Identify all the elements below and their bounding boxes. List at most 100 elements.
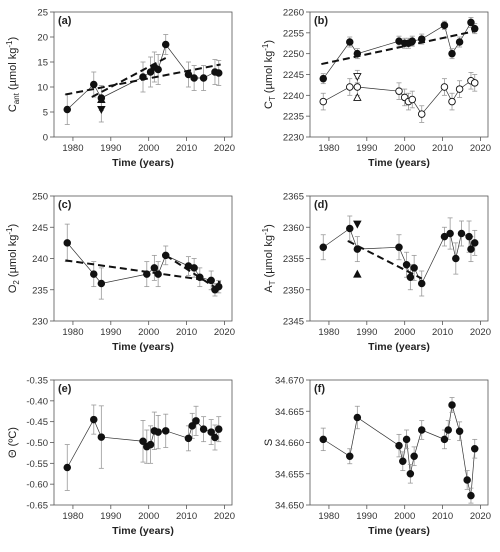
chart-panel-b: 1980 1990 2000 2010 2020 2230 2235 2240 2245 2250… [261, 8, 491, 170]
x-tick-label: 2000 [394, 511, 415, 522]
x-tick-label: 2020 [470, 143, 491, 154]
y-tick-label: 34.650 [275, 501, 304, 512]
data-point [90, 80, 98, 89]
y-axis-label: Θ (ºC) [7, 427, 19, 458]
y-tick-label: 34.655 [275, 469, 304, 480]
data-point [353, 245, 362, 253]
plot-area-frame [309, 11, 489, 138]
y-tick-label: -0.40 [26, 396, 48, 407]
data-point [470, 79, 479, 87]
data-point [63, 239, 72, 247]
y-tick-label: 2255 [283, 28, 304, 39]
y-tick-label: 245 [32, 223, 48, 234]
y-tick-label: 2345 [283, 317, 304, 328]
y-tick-label: 2350 [283, 285, 304, 296]
data-point [448, 401, 456, 409]
x-tick-label: 2000 [138, 143, 159, 154]
data-point [353, 49, 362, 58]
data-point [346, 452, 354, 461]
y-tick-label: 2235 [283, 112, 304, 123]
y-tick-label: -0.50 [26, 438, 48, 449]
x-tick-label: 2020 [214, 143, 235, 154]
data-point [446, 229, 454, 238]
panel-label: (e) [58, 383, 72, 395]
series-line-0 [323, 404, 476, 496]
y-tick-label: -0.60 [26, 480, 48, 491]
y-tick-label: 34.660 [275, 438, 304, 449]
trend-line-1 [165, 254, 222, 292]
data-point [457, 229, 466, 238]
data-point [319, 435, 328, 444]
x-tick-label: 2010 [176, 327, 197, 338]
data-point [90, 270, 98, 278]
y-tick-label: 25 [37, 8, 48, 19]
data-point [417, 426, 426, 434]
data-point [150, 264, 159, 272]
y-axis-label: O2 (µmol kg-1) [5, 224, 21, 293]
x-axis-label: Time (years) [368, 341, 430, 353]
data-point [452, 254, 460, 263]
data-point [139, 437, 147, 446]
plot-area-frame [53, 11, 233, 138]
y-tick-label: -0.35 [26, 376, 48, 387]
data-point [161, 251, 170, 260]
data-point [161, 427, 170, 435]
trend-line-0 [321, 29, 477, 66]
data-point [196, 273, 204, 282]
data-point [467, 245, 475, 253]
data-point [90, 415, 98, 424]
data-point [190, 74, 198, 82]
x-tick-label: 2000 [394, 327, 415, 338]
data-point [63, 105, 72, 114]
data-point [319, 97, 328, 106]
y-tick-label: 2355 [283, 254, 304, 265]
panel-label: (b) [314, 15, 328, 27]
y-tick-label: -0.65 [26, 501, 48, 512]
x-tick-label: 2010 [176, 143, 197, 154]
data-point [402, 261, 411, 269]
x-tick-label: 2000 [394, 143, 415, 154]
x-tick-label: 2000 [138, 327, 159, 338]
y-axis-label: Cant (µmol kg-1) [5, 37, 21, 112]
data-point [214, 282, 223, 291]
y-tick-label: 2360 [283, 223, 304, 234]
data-point [139, 73, 147, 81]
data-point [463, 476, 471, 484]
data-point [406, 273, 415, 282]
data-point [417, 279, 426, 288]
data-point [199, 74, 208, 82]
data-point [353, 83, 362, 91]
data-point [199, 425, 208, 433]
data-point [408, 95, 417, 104]
data-point [211, 433, 219, 442]
data-point [214, 425, 223, 433]
y-tick-label: 0 [43, 133, 48, 144]
chart-panel-d: 1980 1990 2000 2010 2020 2345 2350 2355 2360 2365… [261, 192, 491, 354]
data-point [184, 434, 193, 443]
data-point [410, 264, 418, 272]
x-axis-label: Time (years) [112, 525, 174, 537]
panel-label: (a) [58, 15, 72, 27]
y-tick-label: 2230 [283, 133, 304, 144]
panel-label: (f) [314, 383, 325, 395]
data-point [395, 87, 403, 95]
x-tick-label: 2000 [138, 511, 159, 522]
data-point [448, 49, 456, 58]
data-point [353, 269, 362, 278]
data-point [353, 92, 362, 101]
x-tick-label: 1990 [356, 143, 377, 154]
data-point [154, 428, 162, 436]
y-tick-label: 2240 [283, 91, 304, 102]
series-line-0 [66, 418, 220, 468]
data-point [467, 18, 475, 27]
x-tick-label: 2010 [432, 143, 453, 154]
data-point [143, 270, 151, 278]
data-point [395, 441, 403, 450]
data-point [455, 85, 464, 93]
x-axis-label: Time (years) [368, 525, 430, 537]
x-tick-label: 2020 [470, 511, 491, 522]
y-tick-label: 2250 [283, 49, 304, 60]
data-point [455, 427, 464, 436]
data-point [395, 243, 403, 251]
data-point [448, 97, 456, 106]
